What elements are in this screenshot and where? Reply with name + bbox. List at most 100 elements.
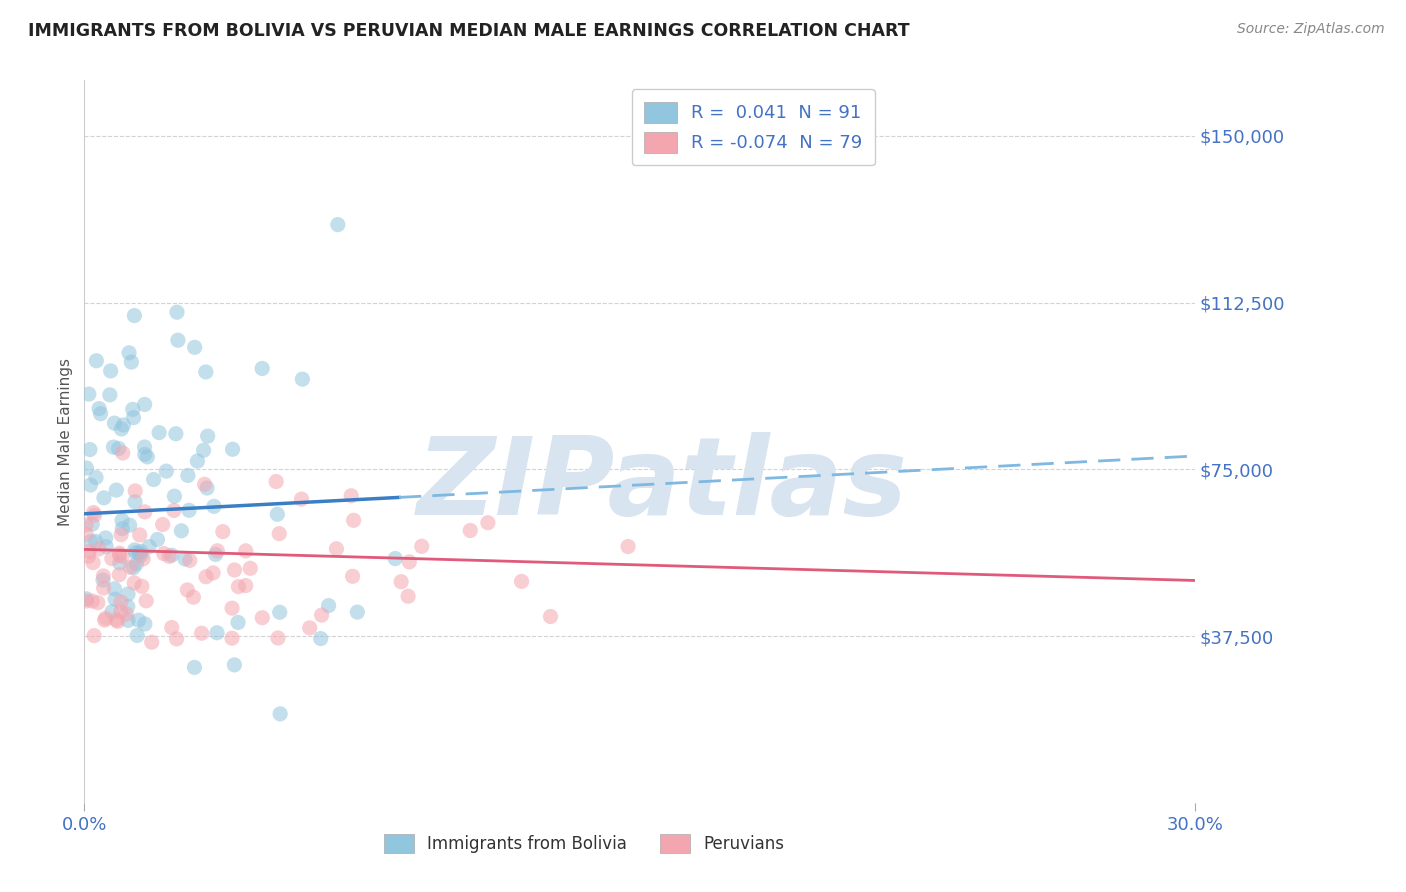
Point xyxy=(224,563,246,577)
Point xyxy=(269,706,291,721)
Point xyxy=(82,517,104,532)
Point xyxy=(83,629,105,643)
Point xyxy=(101,551,124,566)
Point xyxy=(87,401,110,416)
Point xyxy=(155,464,177,478)
Point xyxy=(160,620,183,634)
Point xyxy=(96,540,118,554)
Point xyxy=(118,346,141,360)
Point xyxy=(221,601,243,615)
Point xyxy=(131,579,153,593)
Point xyxy=(117,599,139,614)
Point xyxy=(617,540,640,554)
Point xyxy=(110,595,132,609)
Point xyxy=(128,613,150,627)
Point xyxy=(148,425,170,440)
Point xyxy=(105,613,128,627)
Point xyxy=(194,365,217,379)
Point xyxy=(87,596,110,610)
Point xyxy=(127,628,149,642)
Point xyxy=(311,608,333,623)
Point xyxy=(221,631,243,645)
Point xyxy=(177,468,200,483)
Point xyxy=(124,494,146,508)
Point xyxy=(540,609,562,624)
Point xyxy=(342,569,364,583)
Point xyxy=(108,548,131,562)
Point xyxy=(411,539,433,553)
Point xyxy=(129,549,152,563)
Point xyxy=(325,541,347,556)
Point xyxy=(120,560,142,574)
Point xyxy=(104,592,127,607)
Point xyxy=(318,599,340,613)
Point xyxy=(108,556,131,570)
Point xyxy=(103,416,125,430)
Point xyxy=(93,581,115,595)
Point xyxy=(120,355,142,369)
Point xyxy=(83,508,105,523)
Y-axis label: Median Male Earnings: Median Male Earnings xyxy=(58,358,73,525)
Point xyxy=(134,440,156,454)
Point xyxy=(193,443,215,458)
Point xyxy=(121,402,143,417)
Point xyxy=(103,440,125,454)
Point xyxy=(398,555,420,569)
Point xyxy=(108,567,131,582)
Point xyxy=(125,546,148,560)
Point xyxy=(80,534,103,549)
Point xyxy=(138,540,160,554)
Point xyxy=(197,429,219,443)
Point xyxy=(235,578,257,592)
Point xyxy=(90,407,112,421)
Point xyxy=(135,594,157,608)
Point xyxy=(194,477,217,491)
Point xyxy=(250,361,273,376)
Point xyxy=(183,340,205,354)
Text: Source: ZipAtlas.com: Source: ZipAtlas.com xyxy=(1237,22,1385,37)
Point xyxy=(75,527,97,541)
Point xyxy=(157,549,180,564)
Point xyxy=(129,544,152,558)
Point xyxy=(105,483,128,497)
Point xyxy=(207,544,229,558)
Point xyxy=(326,218,349,232)
Point xyxy=(183,591,205,605)
Point xyxy=(111,549,134,564)
Point xyxy=(84,470,107,484)
Point xyxy=(290,492,312,507)
Point xyxy=(179,553,201,567)
Point xyxy=(122,410,145,425)
Point xyxy=(166,632,188,646)
Point xyxy=(183,660,205,674)
Point xyxy=(384,551,406,566)
Point xyxy=(134,447,156,461)
Point xyxy=(110,605,132,619)
Point xyxy=(91,573,114,587)
Point xyxy=(103,582,125,596)
Point xyxy=(77,387,100,401)
Point xyxy=(79,442,101,457)
Point xyxy=(224,657,246,672)
Point xyxy=(264,475,287,489)
Point xyxy=(174,552,197,566)
Point xyxy=(298,621,321,635)
Point xyxy=(167,333,190,347)
Point xyxy=(134,505,156,519)
Point xyxy=(205,625,228,640)
Point xyxy=(291,372,314,386)
Point xyxy=(195,481,218,495)
Point xyxy=(165,426,187,441)
Point xyxy=(128,528,150,542)
Point xyxy=(163,503,186,517)
Point xyxy=(79,478,101,492)
Point xyxy=(111,446,134,460)
Point xyxy=(186,454,208,468)
Point xyxy=(82,506,104,520)
Point xyxy=(117,613,139,627)
Point xyxy=(94,531,117,545)
Point xyxy=(510,574,533,589)
Point xyxy=(100,364,122,378)
Point xyxy=(396,589,419,603)
Point xyxy=(477,516,499,530)
